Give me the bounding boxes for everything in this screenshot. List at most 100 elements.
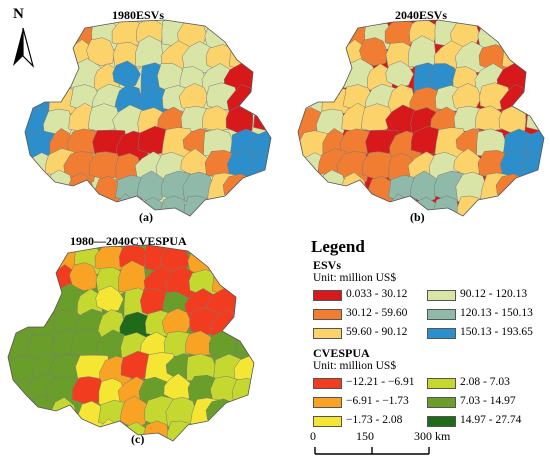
county-polygon [142, 420, 170, 441]
esvs-swatch-3 [313, 328, 342, 339]
county-polygon [201, 198, 233, 216]
map-c-tag: (c) [131, 432, 145, 446]
county-polygon [69, 262, 98, 292]
county-polygons [298, 20, 544, 216]
county-polygon [112, 60, 141, 88]
county-polygon [252, 63, 271, 95]
county-polygon [495, 173, 529, 202]
map-a-title: 1980ESVs [112, 8, 165, 22]
county-polygon [385, 60, 414, 88]
county-polygon [500, 20, 530, 48]
county-polygon [432, 195, 460, 216]
cvespua-label-4: 2.08 - 7.03 [460, 376, 510, 388]
legend-esvs-unit: Unit: million US$ [313, 272, 397, 284]
legend-esvs-title: ESVs [313, 258, 342, 272]
province-outline [24, 19, 272, 217]
county-polygon [237, 260, 254, 291]
county-polygon [527, 35, 544, 66]
esvs-swatch-5 [427, 309, 456, 320]
legend-title: Legend [311, 237, 365, 256]
county-polygon [25, 171, 54, 205]
county-polygon [253, 105, 271, 131]
county-polygon [248, 20, 271, 49]
county-polygon [67, 128, 99, 158]
county-polygon [28, 245, 59, 277]
county-polygon [298, 60, 332, 92]
county-polygon [298, 194, 323, 216]
esvs-label-3: 59.60 - 90.12 [346, 326, 408, 338]
county-polygon [298, 20, 322, 50]
province-outline [297, 19, 545, 217]
county-polygon [525, 63, 544, 95]
county-polygon [360, 103, 393, 133]
county-polygon [8, 269, 40, 301]
cvespua-swatch-6 [427, 416, 456, 427]
scale-label-0: 0 [310, 429, 316, 443]
cvespua-label-1: −12.21 - −6.91 [346, 376, 415, 388]
map-a-esvs-1980 [24, 19, 272, 217]
cvespua-label-5: 7.03 - 14.97 [460, 395, 516, 407]
county-polygon [522, 87, 544, 115]
county-polygon [227, 20, 257, 48]
county-polygon [339, 193, 369, 216]
county-polygon [63, 151, 98, 183]
county-polygon [71, 422, 109, 441]
map-b-tag: (b) [410, 210, 425, 224]
county-polygon [524, 195, 544, 216]
esvs-label-5: 120.13 - 150.13 [460, 307, 533, 319]
county-polygon [250, 129, 271, 159]
scale-label-150: 150 [356, 429, 374, 443]
county-polygon [205, 398, 239, 427]
esvs-swatch-2 [313, 309, 342, 320]
county-polygon [235, 288, 254, 320]
legend-cvespua-title: CVESPUA [313, 346, 370, 360]
county-polygon [210, 245, 240, 273]
county-polygon [119, 395, 149, 429]
esvs-label-2: 30.12 - 59.60 [346, 307, 408, 319]
county-polygon [233, 354, 254, 384]
county-polygon [211, 419, 245, 441]
cvespua-label-6: 14.97 - 27.74 [460, 414, 522, 426]
county-polygon [361, 197, 399, 216]
province-outline [7, 244, 255, 442]
county-polygon [321, 192, 351, 216]
map-b-title: 2040ESVs [395, 8, 448, 22]
county-polygon [46, 376, 81, 408]
county-polygon [136, 170, 166, 204]
county-polygon [234, 420, 254, 441]
county-polygon [87, 103, 120, 133]
county-polygons [8, 245, 254, 441]
map-c-cvespua-change [7, 244, 255, 442]
county-polygon [501, 194, 535, 216]
county-polygon [49, 418, 79, 441]
county-polygon [318, 20, 349, 52]
county-polygon [66, 193, 96, 216]
county-polygon [254, 35, 271, 66]
county-polygon [159, 195, 187, 216]
county-polygon [231, 378, 254, 410]
esvs-label-1: 0.033 - 30.12 [346, 288, 408, 300]
county-polygon [28, 261, 59, 295]
county-polygon [298, 171, 327, 205]
county-polygon [8, 419, 33, 441]
county-polygon [211, 263, 246, 295]
county-polygon [456, 195, 485, 216]
north-label: N [13, 6, 24, 22]
county-polygon [501, 38, 536, 70]
county-polygons [25, 20, 271, 216]
north-arrow: N [6, 6, 40, 68]
cvespua-swatch-2 [313, 397, 342, 408]
county-polygon [48, 192, 78, 216]
county-polygon [409, 170, 439, 204]
county-polygon [183, 195, 212, 216]
county-polygon [166, 420, 195, 441]
map-a-tag: (a) [139, 210, 153, 224]
county-polygon [521, 20, 544, 49]
esvs-swatch-1 [313, 290, 342, 301]
county-polygon [8, 396, 37, 430]
cvespua-label-3: −1.73 - 2.08 [346, 414, 403, 426]
cvespua-swatch-3 [313, 416, 342, 427]
county-polygon [521, 153, 544, 185]
county-polygon [86, 37, 115, 67]
county-polygon [50, 353, 82, 383]
